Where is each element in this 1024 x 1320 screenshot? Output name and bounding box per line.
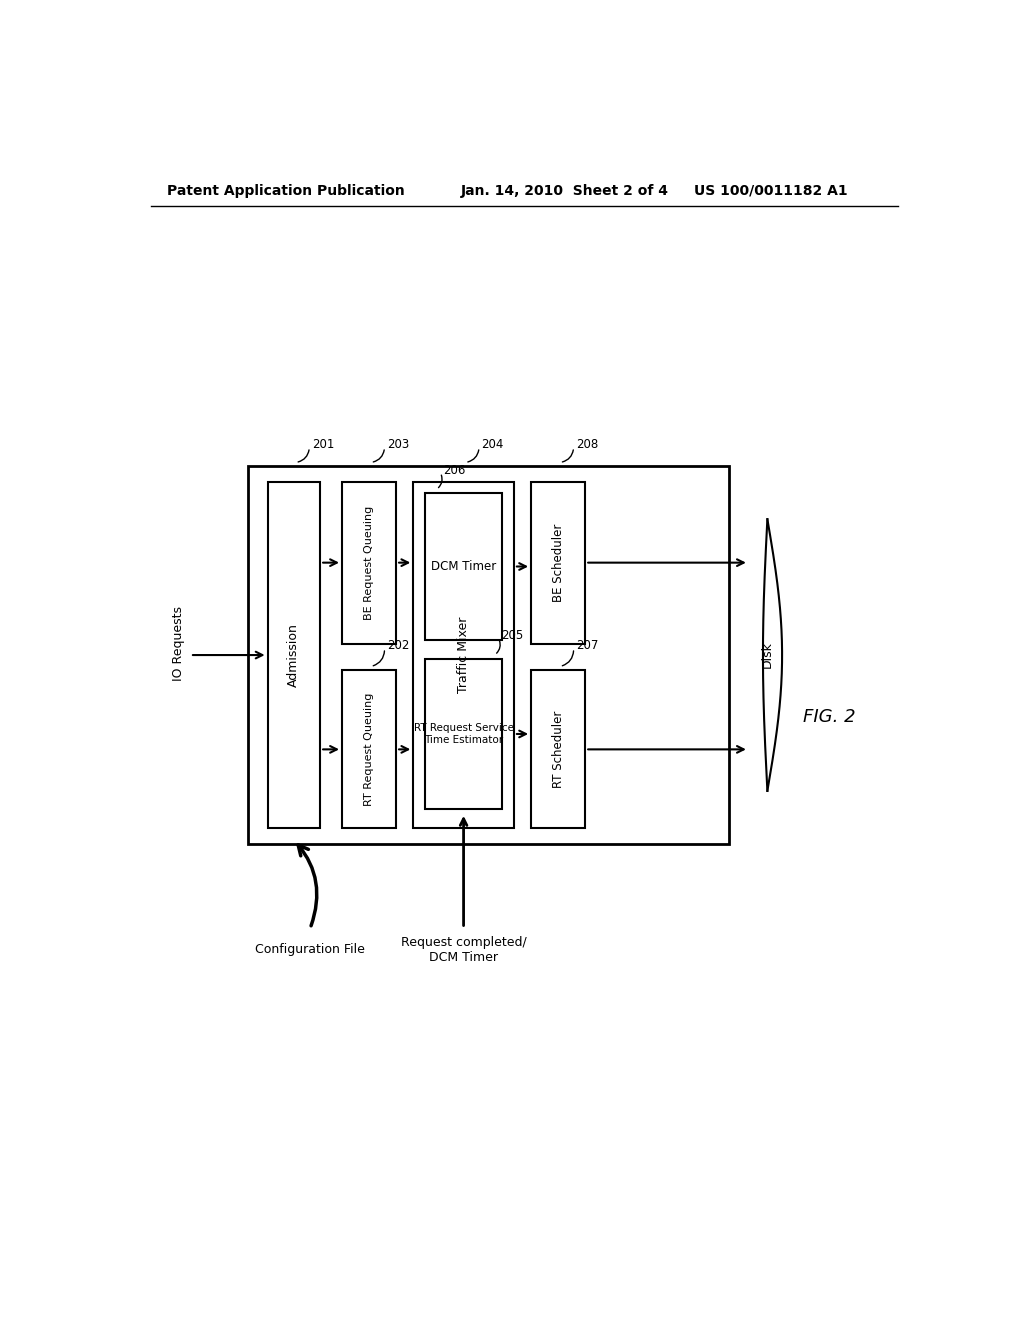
Bar [342, 482, 396, 644]
Text: IO Requests: IO Requests [172, 606, 185, 681]
Text: 203: 203 [387, 438, 410, 451]
Bar [425, 659, 503, 809]
Text: 202: 202 [387, 639, 410, 652]
Text: US 100/0011182 A1: US 100/0011182 A1 [693, 183, 848, 198]
Text: Disk: Disk [761, 642, 774, 668]
Text: Patent Application Publication: Patent Application Publication [167, 183, 404, 198]
Text: Request completed/
DCM Timer: Request completed/ DCM Timer [400, 936, 526, 964]
Bar [531, 671, 586, 829]
Text: Configuration File: Configuration File [255, 944, 366, 957]
Text: 205: 205 [501, 630, 523, 643]
Bar [342, 671, 396, 829]
Text: FIG. 2: FIG. 2 [803, 708, 856, 726]
Bar [414, 482, 514, 829]
Text: 206: 206 [442, 463, 465, 477]
Polygon shape [763, 519, 782, 791]
Text: BE Request Queuing: BE Request Queuing [364, 506, 374, 620]
Bar [248, 466, 729, 843]
Text: 207: 207 [575, 639, 598, 652]
Bar [267, 482, 321, 829]
Bar [425, 494, 503, 640]
Text: Traffic Mixer: Traffic Mixer [457, 616, 470, 693]
Text: 201: 201 [311, 438, 334, 451]
Text: RT Request Queuing: RT Request Queuing [364, 693, 374, 807]
Text: 208: 208 [575, 438, 598, 451]
Text: RT Request Service
Time Estimator: RT Request Service Time Estimator [414, 723, 514, 744]
Text: 204: 204 [481, 438, 504, 451]
Text: Admission: Admission [288, 623, 300, 686]
Bar [531, 482, 586, 644]
Text: BE Scheduler: BE Scheduler [552, 524, 564, 602]
Text: Jan. 14, 2010  Sheet 2 of 4: Jan. 14, 2010 Sheet 2 of 4 [461, 183, 670, 198]
Text: DCM Timer: DCM Timer [431, 560, 497, 573]
Text: RT Scheduler: RT Scheduler [552, 710, 564, 788]
